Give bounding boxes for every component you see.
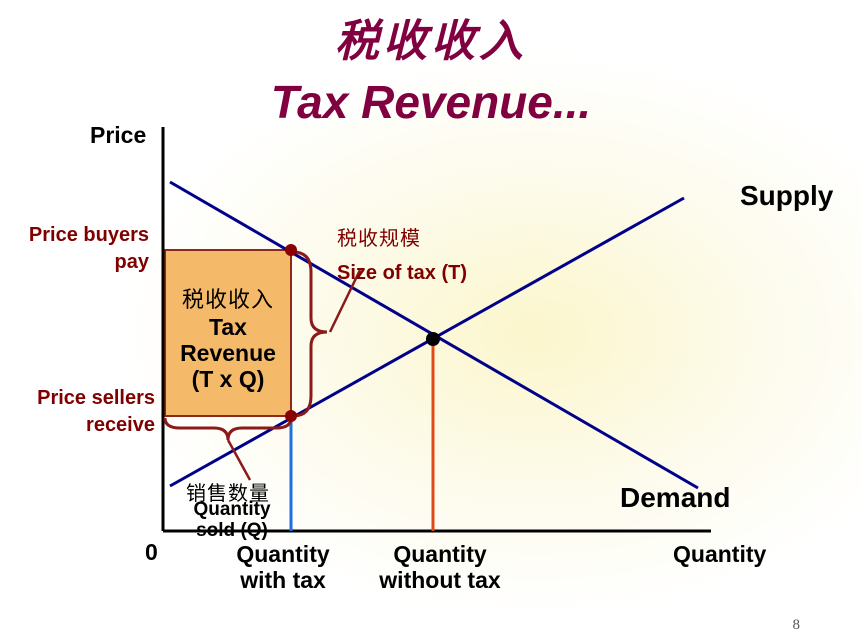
quantity-sold-pointer bbox=[226, 439, 252, 481]
quantity-sold-label: Quantity sold (Q) bbox=[193, 499, 271, 541]
tax-revenue-label: 税收收入 Tax Revenue (T x Q) bbox=[165, 250, 291, 416]
quantity-sold-brace bbox=[163, 417, 293, 441]
tax-revenue-chinese: 税收收入 bbox=[181, 288, 274, 313]
tax-size-chinese: 税收规模 bbox=[337, 226, 421, 250]
tax-revenue-line1: Tax bbox=[209, 314, 247, 340]
equilibrium-point bbox=[426, 332, 440, 346]
tax-size-pointer bbox=[328, 269, 362, 333]
title-english: Tax Revenue... bbox=[270, 76, 592, 128]
quantity-with-tax-label: Quantity with tax bbox=[236, 541, 330, 593]
supply-label: Supply bbox=[740, 180, 834, 211]
price-buyers-pay-label: Price buyers pay bbox=[28, 224, 149, 273]
y-axis-label: Price bbox=[90, 122, 147, 148]
quantity-without-tax-label: Quantity without tax bbox=[379, 541, 501, 593]
buyer-price-point bbox=[285, 244, 297, 256]
page-number: 8 bbox=[792, 617, 801, 633]
tax-revenue-area bbox=[164, 249, 292, 417]
quantity-sold-chinese: 销售数量 bbox=[186, 481, 270, 505]
x-axis-label: Quantity bbox=[673, 541, 767, 567]
tax-revenue-line2: Revenue bbox=[180, 340, 276, 366]
tax-size-brace bbox=[292, 250, 328, 418]
price-sellers-receive-label: Price sellers receive bbox=[37, 387, 155, 436]
origin-label: 0 bbox=[145, 539, 158, 565]
tax-revenue-line3: (T x Q) bbox=[191, 366, 265, 392]
title-chinese: 税收收入 bbox=[335, 16, 527, 67]
demand-label: Demand bbox=[620, 482, 731, 513]
tax-size-label: Size of tax (T) bbox=[337, 262, 468, 284]
seller-price-point bbox=[285, 410, 297, 422]
